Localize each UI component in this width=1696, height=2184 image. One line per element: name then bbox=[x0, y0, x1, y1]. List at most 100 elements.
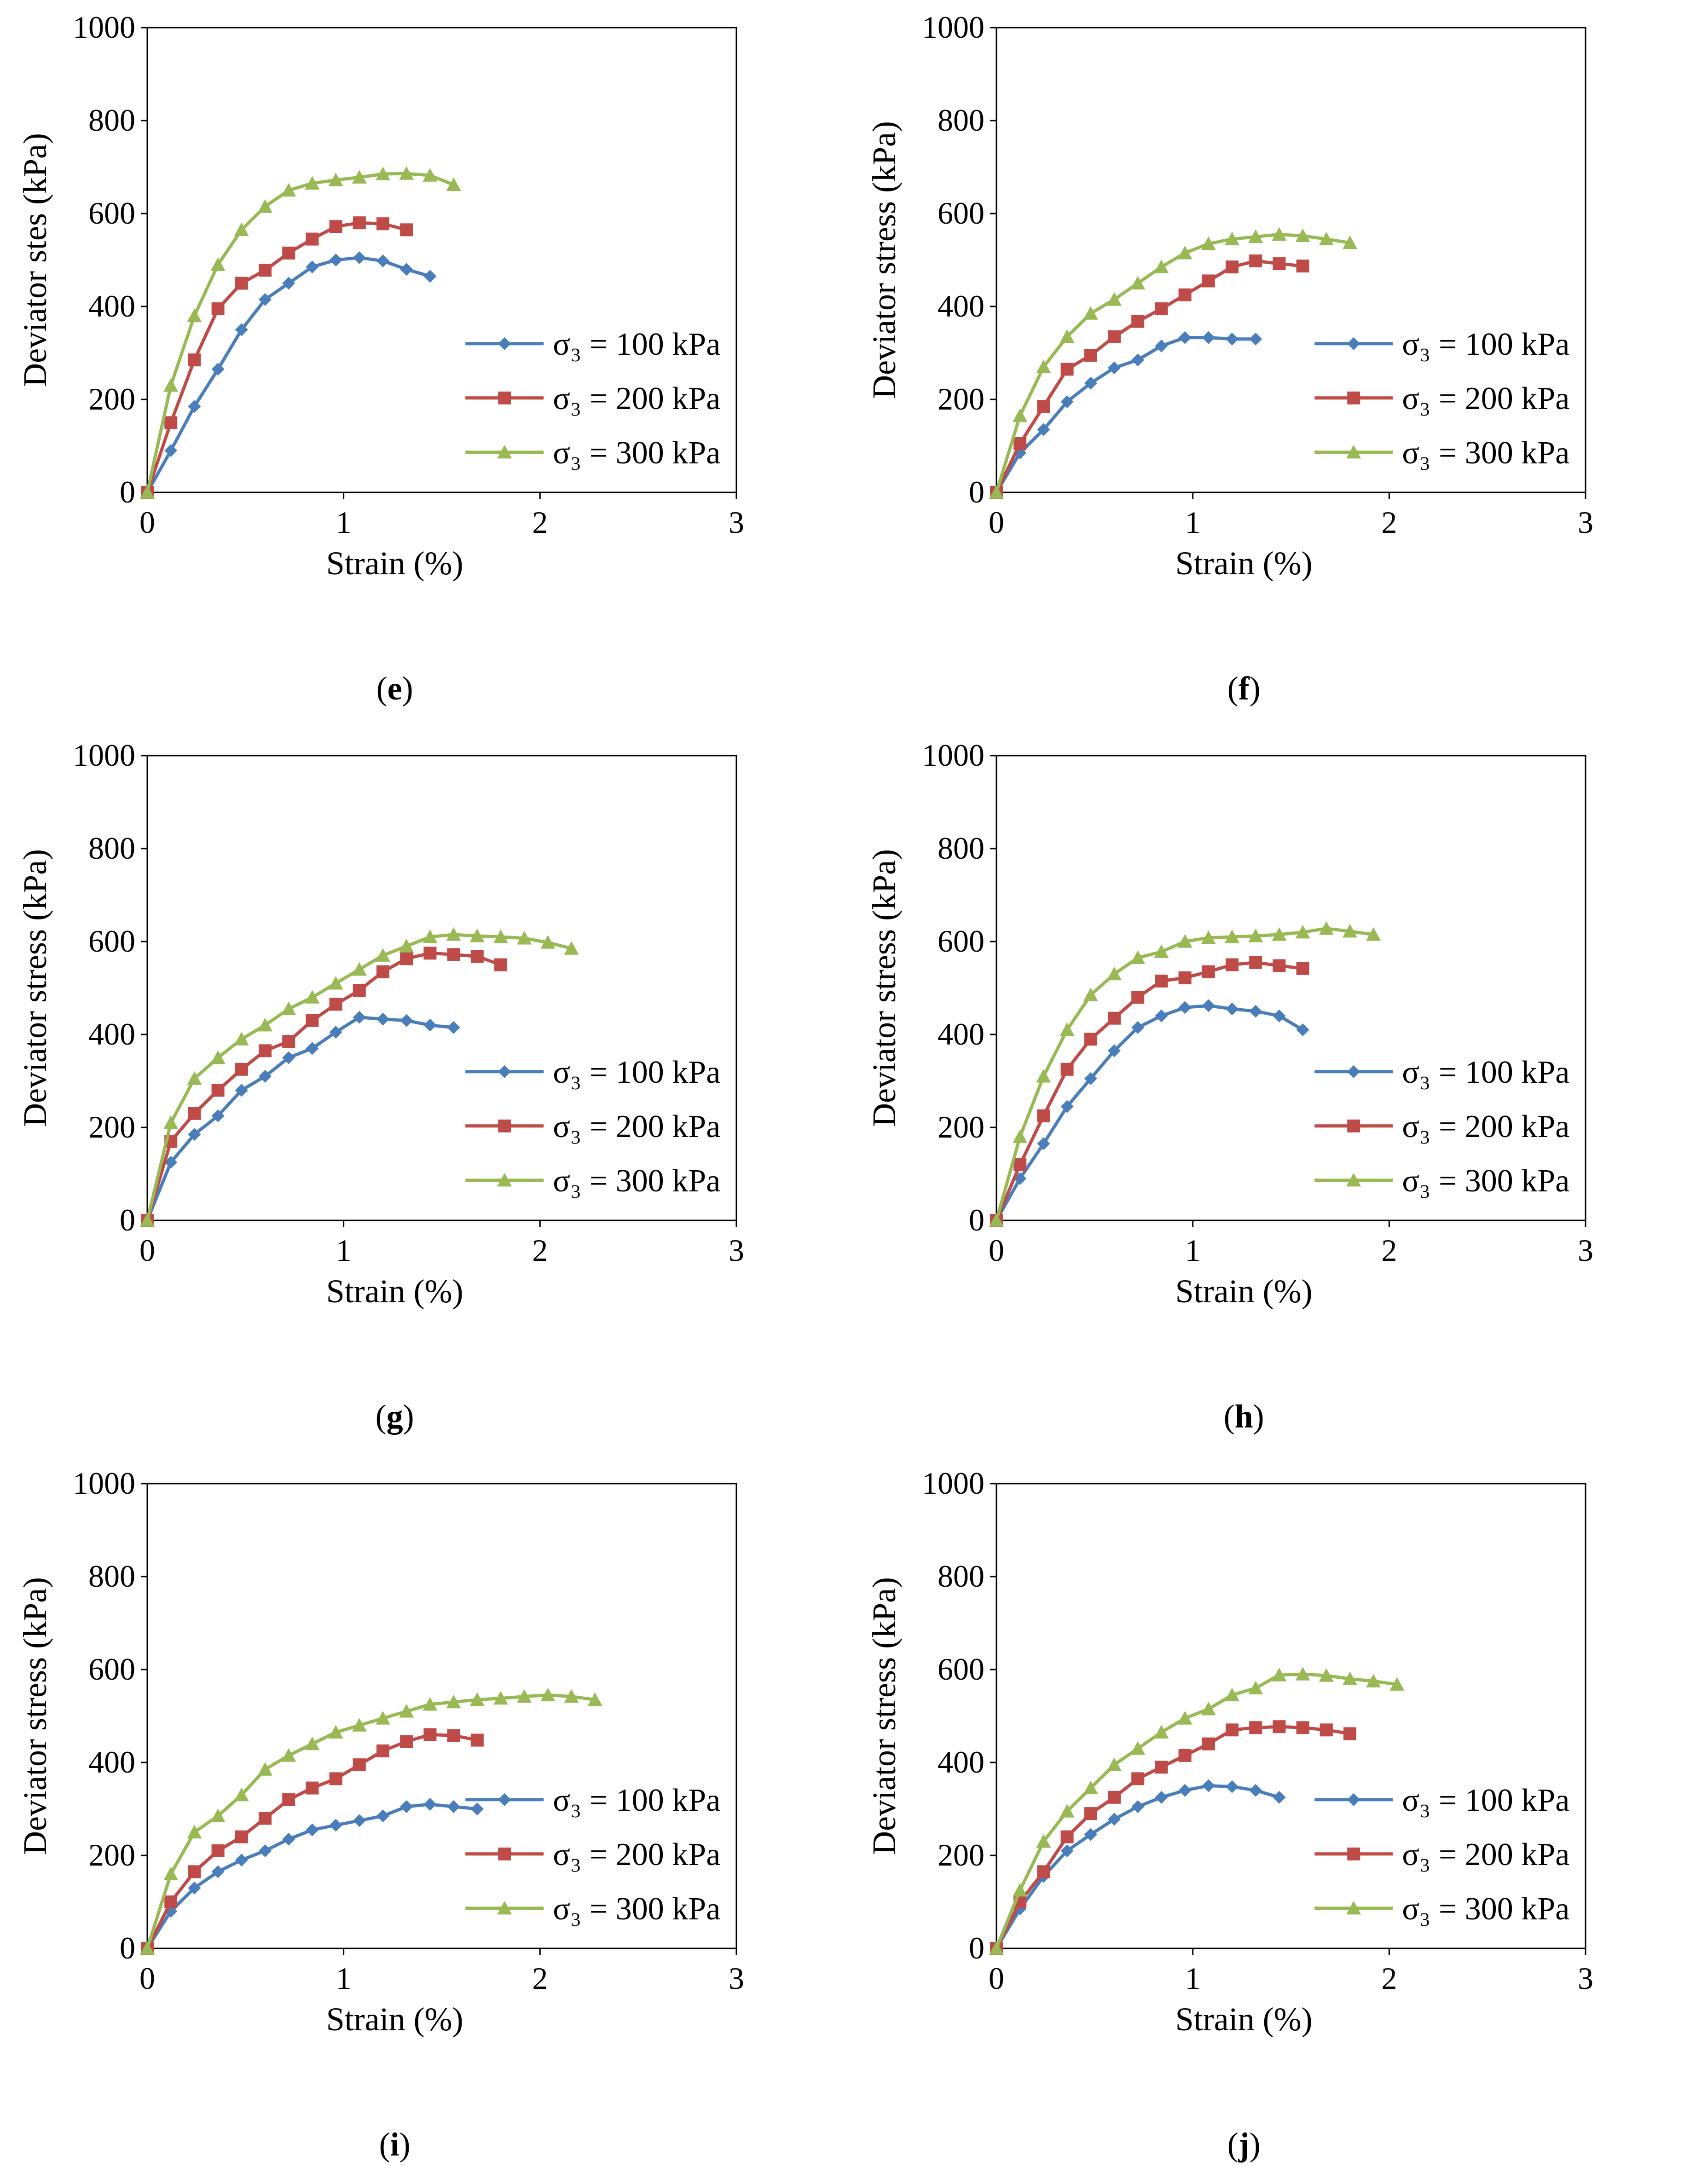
caption-letter: g bbox=[387, 1398, 403, 1435]
panel-caption: (j) bbox=[1227, 2126, 1261, 2163]
data-point bbox=[1226, 1002, 1239, 1016]
panel-caption: (g) bbox=[376, 1398, 414, 1435]
data-point bbox=[1108, 1813, 1121, 1826]
x-tick-label: 1 bbox=[1185, 1961, 1201, 1996]
data-point bbox=[281, 183, 296, 197]
data-point bbox=[1296, 1721, 1309, 1734]
data-point bbox=[399, 1704, 414, 1718]
x-tick-label: 2 bbox=[532, 1961, 548, 1996]
x-tick-label: 3 bbox=[729, 505, 744, 540]
legend-item: σ₃ = 200 kPa bbox=[1314, 1837, 1569, 1872]
data-point bbox=[376, 948, 390, 962]
legend-item: σ₃ = 300 kPa bbox=[465, 1163, 720, 1199]
data-point bbox=[1084, 1807, 1097, 1820]
legend-label: σ₃ = 200 kPa bbox=[1402, 1109, 1569, 1144]
y-tick-label: 600 bbox=[88, 1652, 135, 1687]
data-point bbox=[329, 1772, 342, 1785]
data-point bbox=[328, 976, 343, 990]
series-line bbox=[995, 232, 1350, 493]
data-point bbox=[1273, 257, 1286, 271]
legend-item: σ₃ = 300 kPa bbox=[1314, 435, 1569, 471]
legend-label: σ₃ = 100 kPa bbox=[553, 1783, 720, 1818]
x-tick-label: 1 bbox=[336, 1233, 352, 1268]
data-point bbox=[1130, 950, 1146, 964]
data-point bbox=[399, 166, 414, 180]
data-point bbox=[1084, 1828, 1097, 1841]
data-point bbox=[1202, 1779, 1215, 1792]
data-point bbox=[1320, 1723, 1333, 1737]
data-point bbox=[1131, 991, 1145, 1004]
x-tick-label: 2 bbox=[532, 505, 548, 540]
y-axis-label: Deviator stress (kPa) bbox=[866, 849, 903, 1127]
y-tick-label: 1000 bbox=[922, 738, 984, 773]
data-point bbox=[400, 1800, 413, 1813]
y-axis-label: Deviator stress (kPa) bbox=[17, 1577, 53, 1855]
y-tick-label: 200 bbox=[938, 381, 984, 416]
legend-item: σ₃ = 300 kPa bbox=[465, 1891, 720, 1927]
caption-letter: h bbox=[1235, 1398, 1253, 1435]
data-point bbox=[328, 173, 343, 186]
data-point bbox=[1037, 1865, 1050, 1878]
y-tick-label: 600 bbox=[938, 196, 984, 231]
data-point bbox=[1343, 235, 1357, 249]
data-point bbox=[1013, 1902, 1027, 1916]
legend-label: σ₃ = 300 kPa bbox=[1402, 1891, 1569, 1927]
data-point bbox=[1060, 1100, 1074, 1113]
legend-marker bbox=[1346, 1901, 1361, 1915]
x-tick-label: 0 bbox=[139, 505, 155, 540]
data-point bbox=[564, 1689, 579, 1703]
data-point bbox=[1155, 974, 1168, 988]
data-point bbox=[1155, 1009, 1168, 1023]
data-point bbox=[1013, 1883, 1028, 1897]
data-point bbox=[282, 1051, 295, 1064]
data-point bbox=[1037, 1137, 1050, 1150]
data-point bbox=[376, 167, 390, 180]
data-point bbox=[306, 1042, 319, 1055]
data-point bbox=[235, 1854, 248, 1867]
data-point bbox=[1013, 1129, 1028, 1143]
data-point bbox=[1202, 331, 1215, 344]
legend-item: σ₃ = 300 kPa bbox=[465, 435, 720, 471]
caption-open-paren: ( bbox=[376, 670, 388, 707]
y-tick-label: 400 bbox=[88, 1745, 135, 1780]
data-point bbox=[446, 927, 461, 941]
data-point bbox=[1249, 1005, 1262, 1018]
data-point bbox=[1037, 1109, 1050, 1122]
panel-caption: (h) bbox=[1224, 1398, 1264, 1435]
data-point bbox=[1083, 1780, 1098, 1795]
data-point bbox=[1226, 1780, 1239, 1793]
data-point bbox=[1013, 408, 1028, 422]
data-point bbox=[1177, 1711, 1192, 1725]
data-point bbox=[400, 263, 413, 276]
data-point bbox=[1036, 1834, 1051, 1848]
data-point bbox=[211, 1109, 225, 1122]
legend-label: σ₃ = 200 kPa bbox=[1402, 1837, 1569, 1872]
data-point bbox=[188, 1107, 201, 1120]
data-point bbox=[329, 1819, 342, 1832]
series-3 bbox=[140, 927, 579, 1227]
data-point bbox=[1060, 1844, 1074, 1857]
legend-label: σ₃ = 100 kPa bbox=[1402, 1055, 1569, 1090]
y-tick-label: 400 bbox=[88, 289, 135, 324]
data-point bbox=[376, 965, 389, 978]
data-point bbox=[989, 485, 1004, 499]
data-point bbox=[353, 216, 366, 230]
legend-label: σ₃ = 300 kPa bbox=[553, 1891, 720, 1927]
data-point bbox=[493, 929, 508, 943]
data-point bbox=[1154, 260, 1169, 273]
caption-letter: e bbox=[388, 670, 402, 707]
legend-label: σ₃ = 300 kPa bbox=[1402, 435, 1569, 471]
y-tick-label: 0 bbox=[969, 1202, 984, 1237]
data-point bbox=[1296, 1023, 1309, 1036]
data-point bbox=[1084, 1033, 1097, 1046]
series-1 bbox=[990, 331, 1262, 499]
data-point bbox=[306, 260, 319, 274]
data-point bbox=[306, 232, 319, 246]
data-point bbox=[187, 1071, 202, 1085]
data-point bbox=[1108, 1044, 1121, 1057]
data-point bbox=[1201, 930, 1216, 944]
x-tick-label: 3 bbox=[1578, 1233, 1593, 1268]
data-point bbox=[211, 363, 225, 376]
data-point bbox=[376, 1809, 389, 1823]
data-point bbox=[1107, 966, 1122, 981]
